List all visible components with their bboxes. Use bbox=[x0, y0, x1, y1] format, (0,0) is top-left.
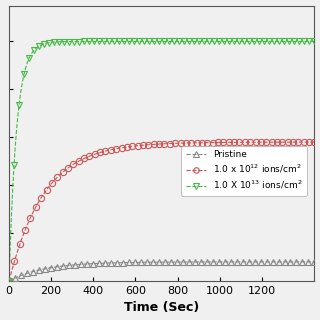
X-axis label: Time (Sec): Time (Sec) bbox=[124, 301, 199, 315]
Legend: Pristine, 1.0 x 10$^{12}$ ions/cm$^2$, 1.0 X 10$^{13}$ ions/cm$^2$: Pristine, 1.0 x 10$^{12}$ ions/cm$^2$, 1… bbox=[181, 146, 307, 196]
